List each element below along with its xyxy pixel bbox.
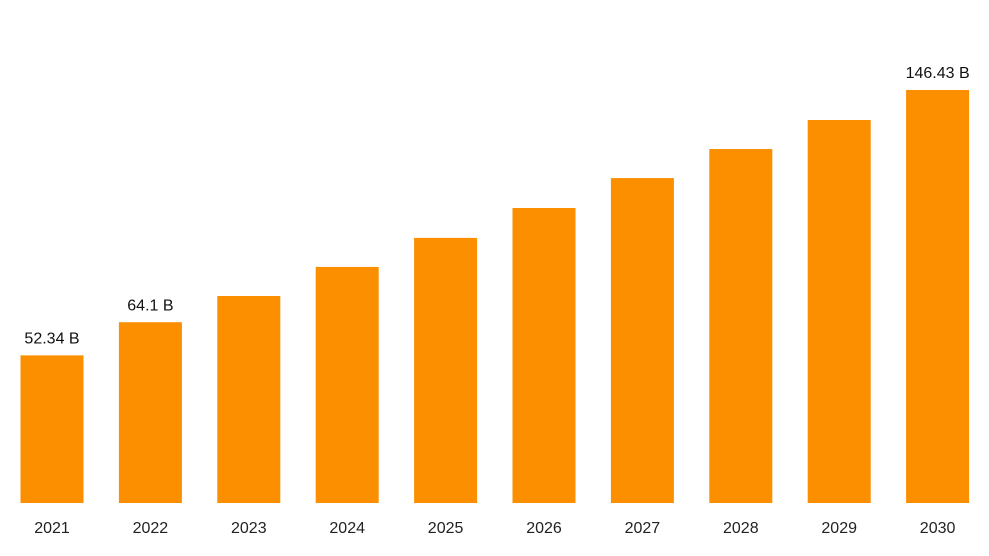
- x-tick-label: 2027: [625, 520, 661, 537]
- bar: [217, 295, 281, 503]
- x-tick-label: 2028: [723, 520, 759, 537]
- x-tick-label: 2025: [428, 520, 464, 537]
- bar: [709, 149, 773, 503]
- x-tick-label: 2026: [526, 520, 562, 537]
- x-tick-label: 2021: [34, 520, 70, 537]
- value-label: 146.43 B: [906, 65, 970, 82]
- x-tick-label: 2022: [133, 520, 169, 537]
- bar: [807, 119, 871, 503]
- bar: [20, 355, 84, 503]
- bar: [118, 322, 182, 503]
- bar: [906, 90, 970, 503]
- x-tick-label: 2024: [329, 520, 365, 537]
- x-tick-label: 2030: [920, 520, 956, 537]
- value-label: 64.1 B: [127, 297, 173, 314]
- bar: [414, 237, 478, 503]
- bar: [512, 207, 576, 503]
- x-tick-label: 2023: [231, 520, 267, 537]
- bar: [315, 266, 379, 503]
- value-label: 52.34 B: [24, 331, 79, 348]
- x-tick-label: 2029: [821, 520, 857, 537]
- bar: [610, 178, 674, 503]
